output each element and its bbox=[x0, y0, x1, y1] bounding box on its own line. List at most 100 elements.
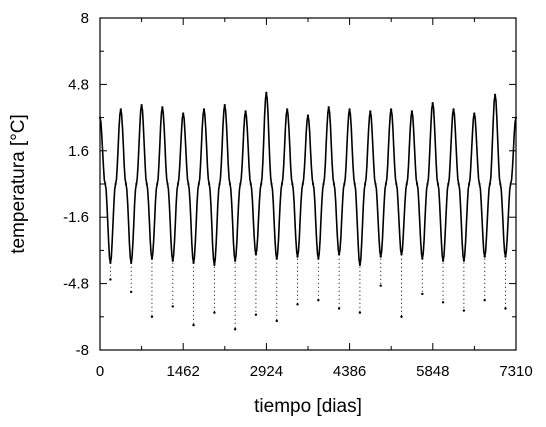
series-line-point bbox=[405, 182, 408, 186]
min-scatter-point bbox=[483, 299, 486, 302]
series-line-point bbox=[348, 108, 351, 111]
series-line-point bbox=[504, 255, 507, 258]
series-line-point bbox=[410, 110, 414, 113]
series-line bbox=[99, 92, 517, 266]
series-line-point bbox=[468, 182, 471, 186]
series-line-point bbox=[379, 255, 382, 258]
series-line-point bbox=[447, 182, 450, 186]
y-axis-title: temperatura [°C] bbox=[8, 114, 29, 254]
series-line-point bbox=[431, 101, 434, 105]
series-line-point bbox=[228, 182, 232, 186]
series-line-point bbox=[208, 182, 211, 186]
min-scatter-point bbox=[192, 323, 195, 327]
min-scatter-point bbox=[254, 313, 258, 316]
series-line-point bbox=[265, 91, 268, 94]
series-line-point bbox=[415, 182, 419, 186]
min-scatter-point bbox=[129, 290, 133, 294]
min-scatter-point bbox=[150, 315, 154, 318]
series-line-point bbox=[483, 255, 486, 258]
series-line-point bbox=[369, 110, 372, 113]
series-line-point bbox=[494, 93, 497, 96]
series-line-point bbox=[218, 182, 221, 186]
series-line-point bbox=[390, 108, 393, 111]
series-line-point bbox=[260, 182, 263, 186]
series-line-point bbox=[254, 253, 258, 256]
series-line-point bbox=[478, 182, 481, 186]
y-tick-label: -1.6 bbox=[63, 209, 89, 226]
y-tick-label: 4.8 bbox=[68, 76, 89, 93]
series-line-point bbox=[322, 182, 325, 186]
series-line-point bbox=[140, 104, 143, 107]
series-line-point bbox=[98, 116, 102, 119]
series-line-point bbox=[234, 259, 237, 262]
series-line-point bbox=[291, 182, 294, 186]
series-line-point bbox=[442, 259, 445, 262]
y-tick-label: -8 bbox=[76, 342, 89, 359]
series-line-point bbox=[343, 182, 346, 186]
series-line-point bbox=[161, 106, 164, 109]
min-scatter-point bbox=[171, 305, 174, 308]
series-line-point bbox=[223, 104, 226, 107]
series-line-point bbox=[457, 182, 460, 186]
series-line-point bbox=[166, 182, 169, 186]
series-line-point bbox=[353, 182, 356, 186]
series-line-point bbox=[187, 182, 190, 186]
min-scatter-point bbox=[317, 299, 320, 302]
min-scatter-point bbox=[275, 319, 278, 323]
min-scatter-point bbox=[337, 307, 341, 310]
series-line-point bbox=[119, 108, 122, 111]
series-line-point bbox=[114, 182, 117, 186]
series-line-point bbox=[301, 182, 304, 186]
series-line-point bbox=[499, 182, 502, 186]
min-scatter-point bbox=[358, 311, 362, 314]
series-line-point bbox=[286, 108, 289, 111]
series-line-point bbox=[436, 182, 440, 186]
series-line-point bbox=[104, 182, 107, 186]
min-scatter-point bbox=[109, 278, 112, 281]
min-scatter-point bbox=[441, 301, 445, 304]
min-scatter-point bbox=[504, 307, 507, 310]
tick-labels-group: 0 1462 2924 4386 5848 7310 8 4.8 1.6 -1.6 -4.8 -8 bbox=[63, 10, 533, 380]
x-tick-label: 0 bbox=[96, 363, 104, 380]
min-scatter-point bbox=[400, 315, 403, 318]
series-line-point bbox=[176, 182, 180, 186]
y-tick-label: -4.8 bbox=[63, 276, 89, 293]
min-scatter-point bbox=[233, 328, 237, 331]
series-line-point bbox=[182, 112, 185, 115]
series-line-point bbox=[452, 108, 455, 111]
series-line-point bbox=[509, 182, 512, 186]
series-line-point bbox=[338, 253, 341, 256]
series-line-point bbox=[312, 182, 315, 186]
series-line-point bbox=[358, 263, 362, 267]
series-line-point bbox=[473, 112, 476, 115]
min-scatter-point bbox=[379, 284, 382, 287]
min-scatter-point bbox=[213, 311, 216, 314]
series-line-point bbox=[213, 263, 216, 267]
series-line-point bbox=[239, 182, 242, 186]
series-line-point bbox=[202, 108, 206, 111]
x-tick-label: 1462 bbox=[167, 363, 200, 380]
series-line-point bbox=[280, 182, 284, 186]
series-line-point bbox=[364, 182, 367, 186]
y-tick-label: 8 bbox=[81, 10, 89, 27]
min-scatter-point bbox=[462, 309, 466, 312]
series-line-point bbox=[197, 182, 200, 186]
series-line-point bbox=[374, 182, 377, 186]
x-tick-label: 5848 bbox=[416, 363, 449, 380]
min-scatter-point bbox=[421, 292, 424, 296]
series-line-point bbox=[124, 182, 128, 186]
series-line-point bbox=[249, 182, 252, 186]
series-line-point bbox=[296, 255, 299, 258]
ticks-group bbox=[99, 17, 517, 351]
plot-frame bbox=[99, 17, 517, 351]
series-line-point bbox=[400, 253, 403, 256]
x-tick-label: 2924 bbox=[250, 363, 283, 380]
series-line-point bbox=[145, 182, 148, 186]
x-axis-title: tiempo [dias] bbox=[254, 396, 362, 417]
series-line-point bbox=[270, 182, 273, 186]
min-scatter-point bbox=[296, 303, 299, 306]
y-tick-label: 1.6 bbox=[68, 143, 89, 160]
series-line-point bbox=[332, 182, 336, 186]
series-line-point bbox=[327, 106, 330, 109]
